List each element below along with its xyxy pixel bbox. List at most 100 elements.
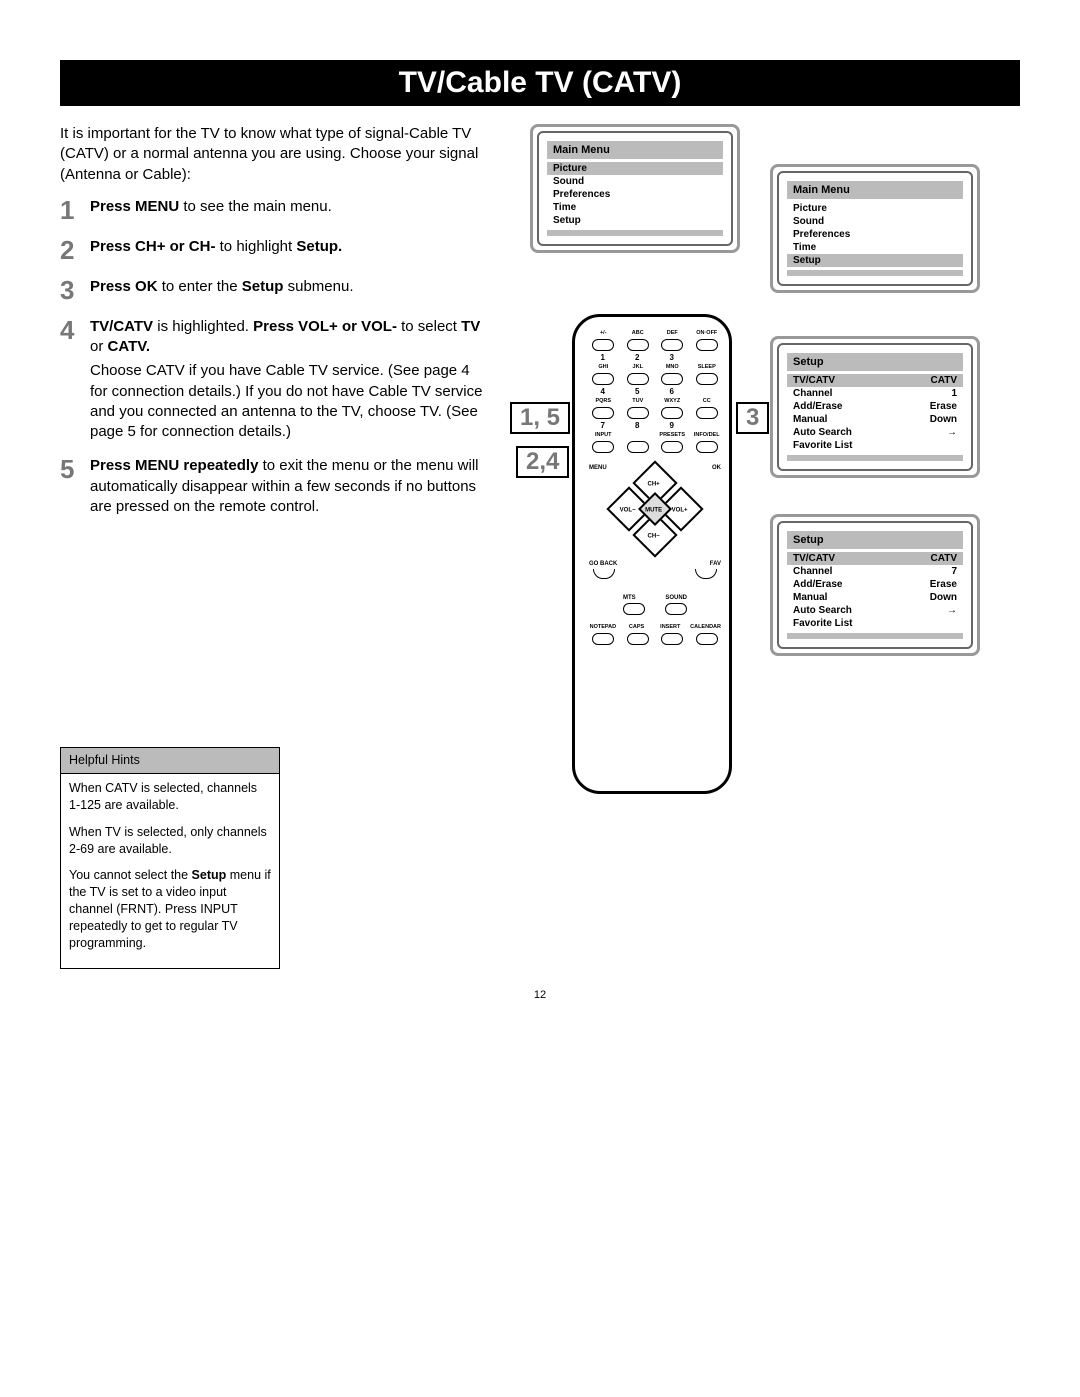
remote-button-onoff[interactable] [696, 339, 718, 351]
remote-row3-labels: PQRSTUVWXYZCC [589, 399, 721, 405]
left-column: It is important for the TV to know what … [60, 124, 490, 969]
helpful-hints-box: Helpful Hints When CATV is selected, cha… [60, 747, 280, 969]
remote-row2-buttons [589, 373, 721, 385]
menu-item: Picture [547, 162, 723, 175]
remote-goback-fav-buttons [593, 569, 717, 579]
menu-item: Time [787, 241, 963, 254]
remote-button[interactable] [592, 373, 614, 385]
hints-body: When CATV is selected, channels 1-125 ar… [61, 774, 279, 968]
remote-button-insert[interactable] [661, 633, 683, 645]
step-body: Press CH+ or CH- to highlight Setup. [90, 237, 490, 263]
tv-screen-setup-1: Setup TV/CATVCATV Channel1 Add/EraseEras… [770, 336, 980, 478]
remote-nav-cluster: CH+ VOL− VOL+ CH− MUTE [615, 473, 695, 553]
remote-button-goback[interactable] [593, 569, 615, 579]
remote-button-cc[interactable] [696, 407, 718, 419]
menu-row: ManualDown [787, 413, 963, 426]
menu-item: Picture [787, 202, 963, 215]
menu-item: Sound [547, 175, 723, 188]
menu-title: Setup [787, 353, 963, 371]
remote-goback-fav-labels: GO BACKFAV [589, 561, 721, 567]
menu-row: ManualDown [787, 591, 963, 604]
remote-row4-buttons [589, 441, 721, 453]
menu-row: Auto Search→ [787, 426, 963, 439]
step-body: TV/CATV is highlighted. Press VOL+ or VO… [90, 317, 490, 443]
menu-row: TV/CATVCATV [787, 374, 963, 387]
menu-row: TV/CATVCATV [787, 552, 963, 565]
menu-row: Auto Search→ [787, 604, 963, 617]
remote-row4-labels: INPUTPRESETSINFO/DEL [589, 433, 721, 439]
step-body: Press OK to enter the Setup submenu. [90, 277, 490, 303]
remote-bottom-buttons [589, 633, 721, 645]
remote-button[interactable] [592, 407, 614, 419]
remote-button-mts[interactable] [623, 603, 645, 615]
remote-row2-nums: 456 [589, 387, 721, 396]
menu-row: Favorite List [787, 439, 963, 452]
step-num: 1 [60, 197, 90, 223]
remote-row1-labels: +/-ABCDEFON·OFF [589, 331, 721, 337]
step-body: Press MENU to see the main menu. [90, 197, 490, 223]
menu-item: Setup [547, 214, 723, 227]
remote-button-sleep[interactable] [696, 373, 718, 385]
step-1: 1 Press MENU to see the main menu. [60, 197, 490, 223]
remote-button-notepad[interactable] [592, 633, 614, 645]
menu-row: Add/EraseErase [787, 578, 963, 591]
step-5: 5 Press MENU repeatedly to exit the menu… [60, 456, 490, 517]
menu-row: Favorite List [787, 617, 963, 630]
remote-button-calendar[interactable] [696, 633, 718, 645]
menu-title: Main Menu [547, 141, 723, 159]
tv-screen-main-2: Main Menu Picture Sound Preferences Time… [770, 164, 980, 293]
menu-title: Main Menu [787, 181, 963, 199]
remote-button-fav[interactable] [695, 569, 717, 579]
step-num: 4 [60, 317, 90, 443]
step-num: 2 [60, 237, 90, 263]
menu-row: Channel7 [787, 565, 963, 578]
step-num: 3 [60, 277, 90, 303]
right-column: Main Menu Picture Sound Preferences Time… [510, 124, 1020, 844]
page-title: TV/Cable TV (CATV) [60, 60, 1020, 106]
tv-screen-setup-2: Setup TV/CATVCATV Channel7 Add/EraseEras… [770, 514, 980, 656]
hints-title: Helpful Hints [61, 748, 279, 774]
remote-button[interactable] [661, 407, 683, 419]
menu-item: Time [547, 201, 723, 214]
menu-row: Add/EraseErase [787, 400, 963, 413]
remote-button[interactable] [627, 373, 649, 385]
remote-button-presets[interactable] [661, 441, 683, 453]
page-body: It is important for the TV to know what … [60, 124, 1020, 969]
remote-mts-sound-labels: MTSSOUND [623, 595, 687, 601]
remote-button[interactable] [627, 339, 649, 351]
step-num: 5 [60, 456, 90, 517]
remote-button[interactable] [627, 407, 649, 419]
intro-text: It is important for the TV to know what … [60, 124, 490, 185]
menu-item: Preferences [787, 228, 963, 241]
menu-item: Sound [787, 215, 963, 228]
remote-mts-sound-buttons [623, 603, 687, 615]
remote-control: +/-ABCDEFON·OFF 123 GHIJKLMNOSLEEP 456 P… [572, 314, 732, 794]
callout-3: 3 [736, 402, 769, 434]
menu-item: Preferences [547, 188, 723, 201]
step-body: Press MENU repeatedly to exit the menu o… [90, 456, 490, 517]
page-number: 12 [60, 989, 1020, 1001]
remote-button[interactable] [661, 339, 683, 351]
remote-button-caps[interactable] [627, 633, 649, 645]
remote-button-sound[interactable] [665, 603, 687, 615]
tv-screen-main-1: Main Menu Picture Sound Preferences Time… [530, 124, 740, 253]
callout-15: 1, 5 [510, 402, 570, 434]
remote-row2-labels: GHIJKLMNOSLEEP [589, 365, 721, 371]
remote-row3-buttons [589, 407, 721, 419]
remote-row1-nums: 123 [589, 353, 721, 362]
menu-row: Channel1 [787, 387, 963, 400]
step-3: 3 Press OK to enter the Setup submenu. [60, 277, 490, 303]
remote-button-info[interactable] [696, 441, 718, 453]
remote-button[interactable] [661, 373, 683, 385]
remote-button[interactable] [592, 339, 614, 351]
callout-24: 2,4 [516, 446, 569, 478]
remote-button-input[interactable] [592, 441, 614, 453]
remote-row1-buttons [589, 339, 721, 351]
remote-bottom-labels: NOTEPADCAPSINSERTCALENDAR [589, 625, 721, 631]
menu-title: Setup [787, 531, 963, 549]
step-2: 2 Press CH+ or CH- to highlight Setup. [60, 237, 490, 263]
remote-row3-nums: 789 [589, 421, 721, 430]
remote-button-0[interactable] [627, 441, 649, 453]
menu-item: Setup [787, 254, 963, 267]
step-4: 4 TV/CATV is highlighted. Press VOL+ or … [60, 317, 490, 443]
